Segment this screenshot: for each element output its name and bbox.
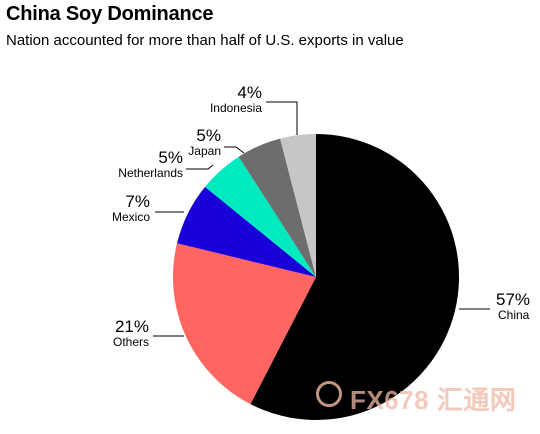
slice-percent-others: 21% (115, 317, 149, 336)
slice-name-netherlands: Netherlands (118, 166, 183, 180)
slice-percent-mexico: 7% (125, 192, 150, 211)
watermark-text: FX678 汇通网 (350, 385, 517, 415)
slice-name-indonesia: Indonesia (210, 101, 262, 115)
slice-percent-netherlands: 5% (158, 148, 183, 167)
slice-name-others: Others (113, 335, 149, 349)
pie-slices (173, 133, 460, 421)
pie-slice-mexico (177, 186, 316, 277)
watermark-logo-icon (316, 381, 342, 407)
leader-line-indonesia (266, 101, 298, 135)
slice-percent-china: 57% (496, 290, 530, 309)
pie-slice-china (250, 134, 460, 421)
chart-title: China Soy Dominance (6, 3, 214, 25)
slice-labels: 57%China21%Others7%Mexico5%Netherlands5%… (112, 83, 530, 349)
leader-line-japan (224, 146, 245, 154)
pie-slice-netherlands (205, 156, 316, 277)
slice-percent-japan: 5% (196, 126, 221, 145)
slice-name-china: China (498, 308, 530, 322)
slice-name-japan: Japan (188, 144, 221, 158)
leader-lines (153, 101, 490, 337)
pie-slice-others (173, 243, 316, 405)
pie-slice-indonesia (280, 133, 316, 277)
leader-line-netherlands (186, 164, 214, 170)
slice-percent-indonesia: 4% (237, 83, 262, 102)
chart-subtitle: Nation accounted for more than half of U… (6, 32, 404, 49)
pie-slice-japan (238, 138, 316, 277)
slice-name-mexico: Mexico (112, 210, 150, 224)
